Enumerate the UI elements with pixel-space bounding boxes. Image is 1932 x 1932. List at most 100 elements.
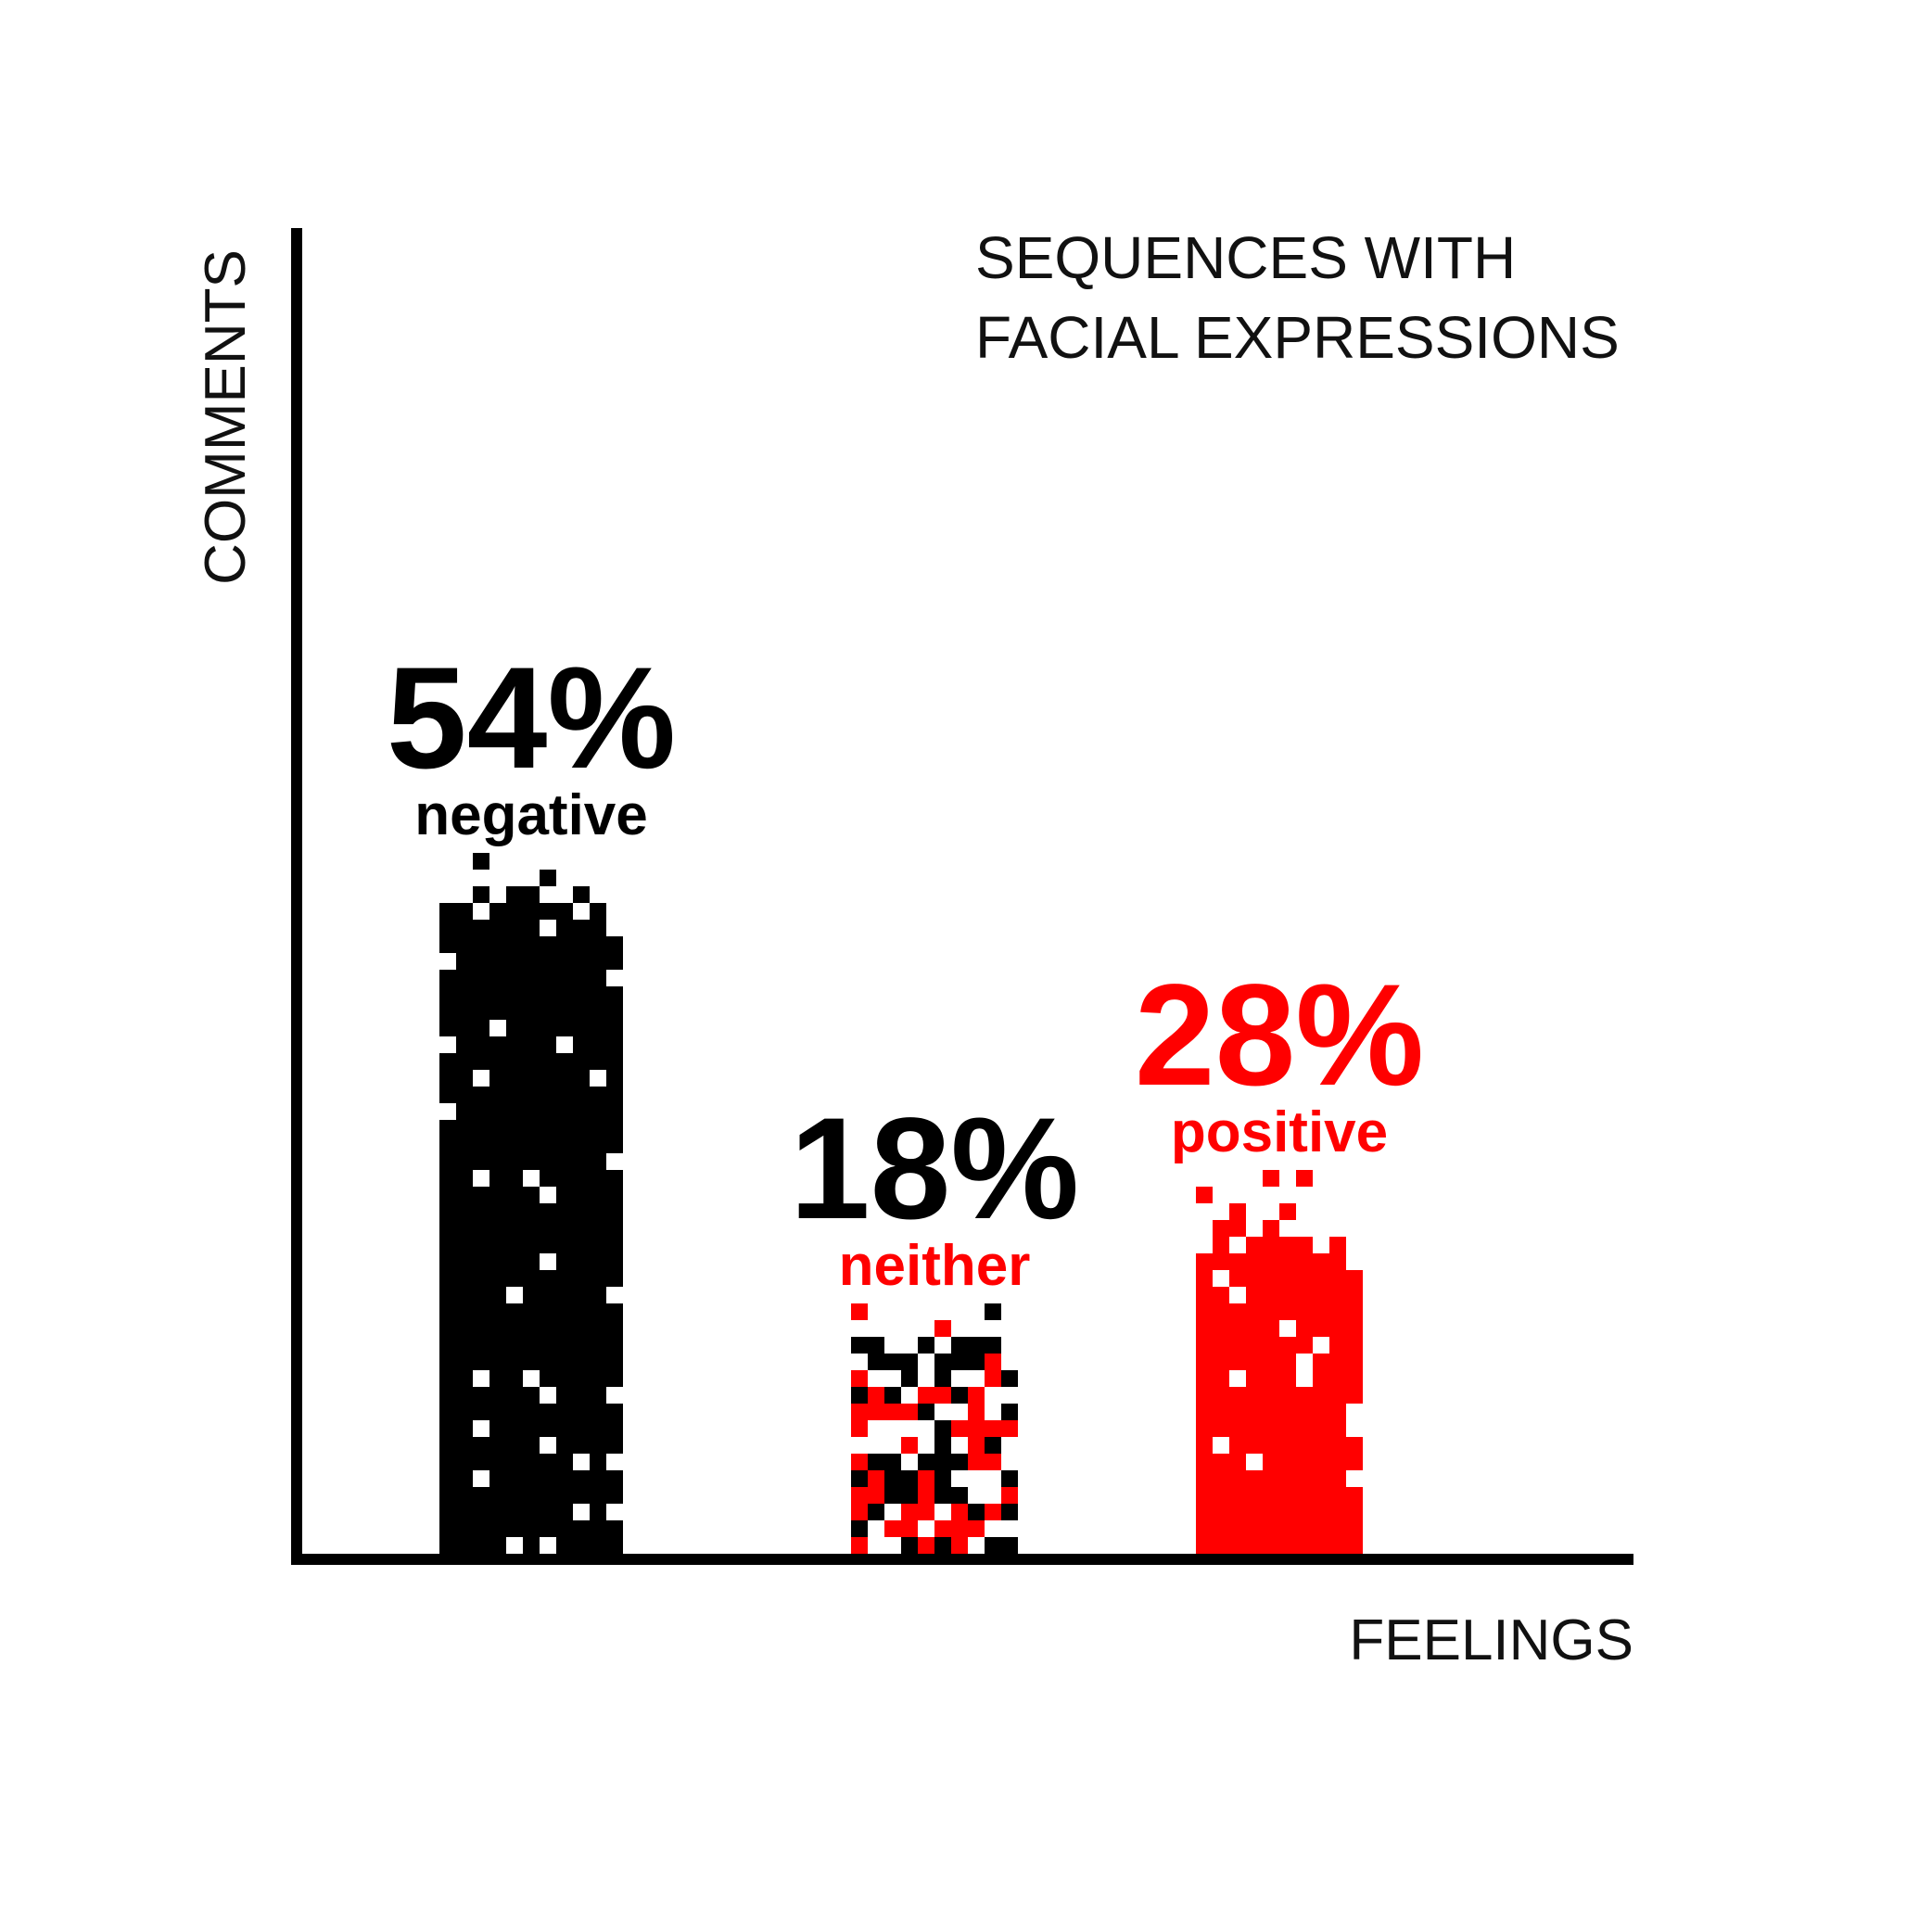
bar-cell xyxy=(1346,1454,1363,1470)
bar-cell xyxy=(606,1370,623,1387)
bar-cell xyxy=(473,886,489,903)
bar-cell xyxy=(489,1504,506,1520)
bar-cell xyxy=(868,1487,884,1504)
bar-cell xyxy=(1213,1387,1229,1404)
bar-cell xyxy=(540,903,556,920)
bar-cell xyxy=(556,1537,573,1554)
bar-cell xyxy=(851,1303,868,1320)
bar-cell xyxy=(1279,1354,1296,1370)
bar-cell xyxy=(540,1420,556,1437)
bar-cell xyxy=(556,986,573,1003)
bar-cell xyxy=(489,1220,506,1237)
bar-cell xyxy=(1263,1387,1279,1404)
bar-cell xyxy=(456,1120,473,1137)
bar-cell xyxy=(985,1537,1001,1554)
bar-cell xyxy=(1246,1420,1263,1437)
bar-cell xyxy=(523,1187,540,1203)
bar-cell xyxy=(951,1337,968,1354)
bar-cell xyxy=(523,1253,540,1270)
bar-cell xyxy=(439,1320,456,1337)
bar-cell xyxy=(1329,1470,1346,1487)
bar-cell xyxy=(556,1053,573,1070)
bar-cell xyxy=(573,1120,590,1137)
bar-cell xyxy=(934,1470,951,1487)
bar-cell xyxy=(556,953,573,970)
bar-cell xyxy=(473,1537,489,1554)
bar-cell xyxy=(556,1170,573,1187)
bar-cell xyxy=(439,1454,456,1470)
bar-cell xyxy=(590,1520,606,1537)
bar-cell xyxy=(1313,1470,1329,1487)
bar-cell xyxy=(523,1354,540,1370)
bar-cell xyxy=(473,1337,489,1354)
bar-cell xyxy=(489,953,506,970)
bar-cell xyxy=(456,1354,473,1370)
bar-cell xyxy=(1279,1454,1296,1470)
bar-cell xyxy=(851,1387,868,1404)
bar-cell xyxy=(1329,1354,1346,1370)
bar-cell xyxy=(473,1036,489,1053)
bar-cell xyxy=(1296,1170,1313,1187)
bar-cell xyxy=(456,1036,473,1053)
bar-cell xyxy=(506,1237,523,1253)
bar-cell xyxy=(540,1320,556,1337)
bar-cell xyxy=(1346,1504,1363,1520)
bar-cell xyxy=(1246,1303,1263,1320)
bar-cell xyxy=(523,1437,540,1454)
bar-cell xyxy=(556,1203,573,1220)
bar-cell xyxy=(1196,1253,1213,1270)
bar-cell xyxy=(573,1287,590,1303)
bar-cell xyxy=(918,1337,934,1354)
bar-cell xyxy=(1263,1454,1279,1470)
bar-cell xyxy=(1313,1504,1329,1520)
bar-cell xyxy=(489,920,506,936)
bar-cell xyxy=(1296,1437,1313,1454)
bar-cell xyxy=(606,1437,623,1454)
bar-cell xyxy=(1346,1337,1363,1354)
bar-cell xyxy=(556,970,573,986)
bar-cell xyxy=(506,886,523,903)
bar-cell xyxy=(1313,1487,1329,1504)
bar-cell xyxy=(456,1470,473,1487)
bar-cell xyxy=(606,1087,623,1103)
bar-cell xyxy=(573,1487,590,1504)
bar-cell xyxy=(556,1437,573,1454)
bar-cell xyxy=(573,953,590,970)
bar-cell xyxy=(523,1137,540,1153)
bar-cell xyxy=(1246,1320,1263,1337)
bar-cell xyxy=(590,1303,606,1320)
bar-cell xyxy=(1213,1320,1229,1337)
bar-cell xyxy=(473,1404,489,1420)
bar-cell xyxy=(1313,1320,1329,1337)
bar-cell xyxy=(439,1537,456,1554)
bar-cell xyxy=(523,1420,540,1437)
bar-cell xyxy=(523,1120,540,1137)
bar-cell xyxy=(489,970,506,986)
bar-cell xyxy=(573,1253,590,1270)
bar-cell xyxy=(1229,1437,1246,1454)
bar-cell xyxy=(556,1070,573,1087)
bar-cell xyxy=(523,1504,540,1520)
bar-cell xyxy=(540,1303,556,1320)
bar-cell xyxy=(506,1070,523,1087)
bar-cell xyxy=(606,1303,623,1320)
bar-cell xyxy=(606,1237,623,1253)
bar-cell xyxy=(439,970,456,986)
bar-cell xyxy=(1229,1504,1246,1520)
bar-cell xyxy=(556,1237,573,1253)
value-label-neither: 18% xyxy=(790,1088,1079,1250)
bar-cell xyxy=(473,1087,489,1103)
bar-cell xyxy=(439,1253,456,1270)
bar-cell xyxy=(573,1420,590,1437)
bar-cell xyxy=(506,903,523,920)
bar-cell xyxy=(1213,1504,1229,1520)
bar-cell xyxy=(456,1170,473,1187)
bar-cell xyxy=(540,1153,556,1170)
bar-cell xyxy=(439,1020,456,1036)
bar-cell xyxy=(1213,1220,1229,1237)
bar-cell xyxy=(540,1220,556,1237)
bar-cell xyxy=(1196,1470,1213,1487)
bar-cell xyxy=(1296,1504,1313,1520)
bar-cell xyxy=(1346,1270,1363,1287)
bar-cell xyxy=(1296,1387,1313,1404)
